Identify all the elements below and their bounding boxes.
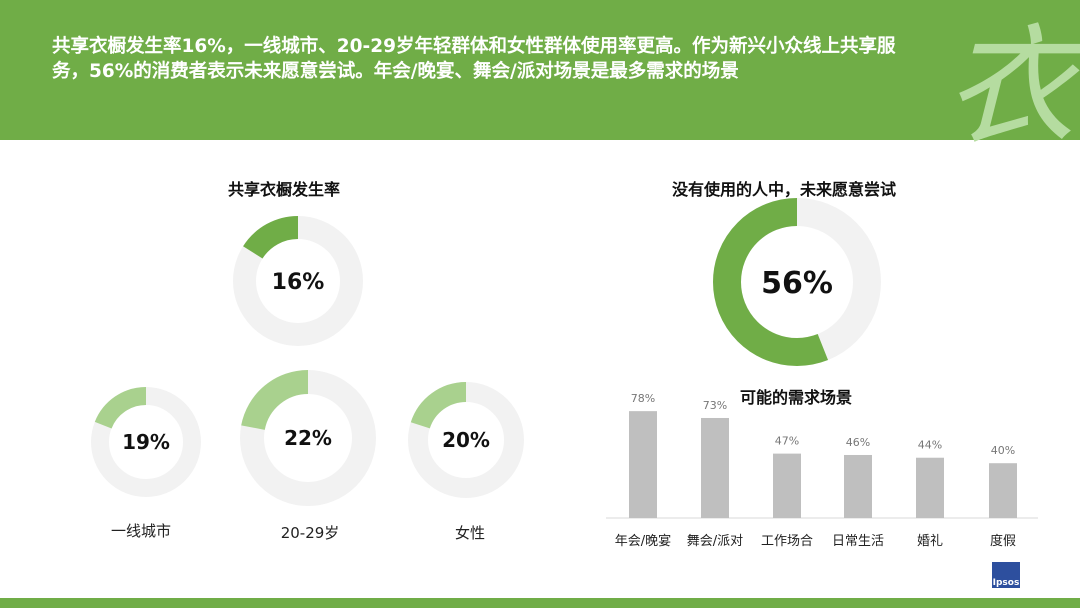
segment-label-female: 女性	[454, 524, 486, 542]
incidence-title: 共享衣橱发生率	[228, 180, 341, 199]
header-banner: 共享衣橱发生率16%，一线城市、20-29岁年轻群体和女性群体使用率更高。作为新…	[0, 0, 1080, 163]
bar-value-1: 73%	[703, 399, 727, 412]
bar-4	[916, 457, 944, 518]
willing-title: 没有使用的人中，未来愿意尝试	[672, 180, 897, 199]
bar-5	[989, 463, 1017, 518]
segment-donut-1-value: 22%	[284, 426, 332, 450]
bar-category-0: 年会/晚宴	[615, 533, 671, 549]
bar-0	[629, 411, 657, 518]
segment-donut-1-arc	[240, 370, 376, 506]
clothing-calligraphy-logo: 衣	[945, 11, 1076, 163]
segment-donut-2-arc	[408, 382, 524, 498]
footer-band	[0, 598, 1080, 608]
ipsos-logo: Ipsos	[992, 562, 1020, 588]
bar-category-5: 度假	[990, 533, 1016, 549]
scenario-title: 可能的需求场景	[740, 388, 853, 407]
bar-value-3: 46%	[846, 436, 870, 449]
bar-category-1: 舞会/派对	[687, 534, 743, 549]
willing-donut-value: 56%	[761, 266, 833, 301]
segment-donut-0-value: 19%	[122, 430, 170, 454]
segment-donut-0-arc	[91, 387, 201, 497]
bar-2	[773, 453, 801, 518]
segment-label-tier1: 一线城市	[110, 522, 172, 540]
segment-label-age: 20-29岁	[280, 524, 340, 542]
bar-3	[844, 454, 872, 518]
bar-value-0: 78%	[631, 392, 655, 405]
segment-donut-2-value: 20%	[442, 428, 490, 452]
incidence-donut-arc	[233, 216, 363, 346]
bar-category-3: 日常生活	[832, 534, 884, 549]
bar-value-5: 40%	[991, 444, 1015, 457]
bar-category-2: 工作场合	[761, 534, 813, 549]
bar-1	[701, 417, 729, 518]
bar-value-2: 47%	[775, 435, 799, 448]
willing-donut-arc	[713, 198, 881, 366]
bar-value-4: 44%	[918, 439, 942, 452]
headline: 共享衣橱发生率16%，一线城市、20-29岁年轻群体和女性群体使用率更高。作为新…	[52, 36, 896, 82]
incidence-donut-value: 16%	[272, 270, 325, 295]
bar-category-4: 婚礼	[917, 533, 943, 549]
